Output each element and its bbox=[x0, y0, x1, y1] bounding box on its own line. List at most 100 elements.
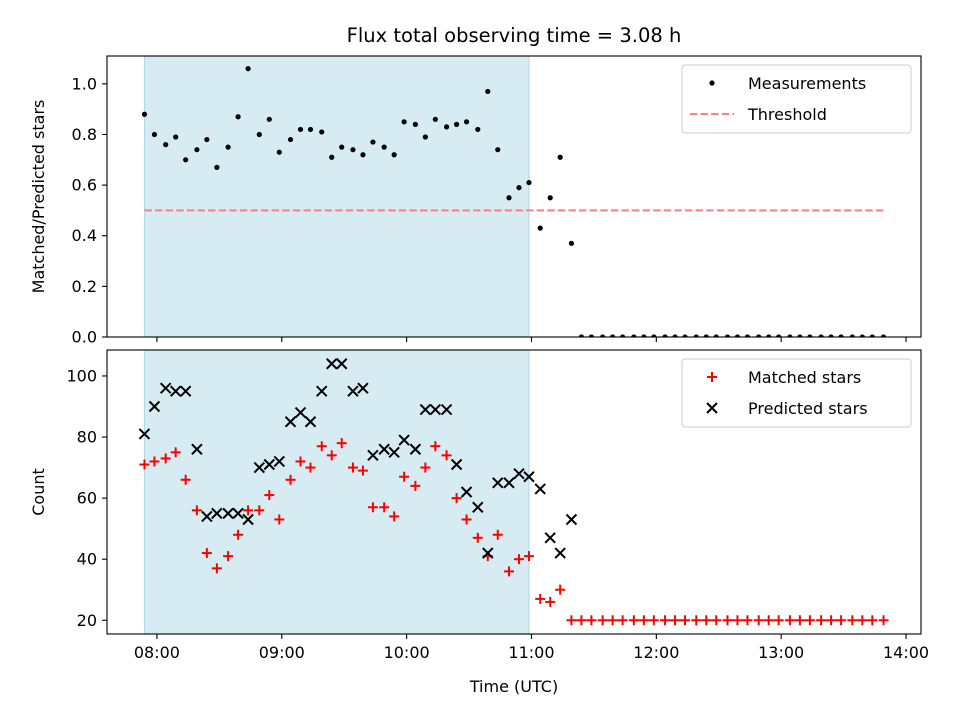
measurement-point bbox=[391, 152, 397, 158]
measurement-point bbox=[568, 240, 575, 246]
matched-star-point bbox=[660, 615, 671, 626]
x-diag-b bbox=[263, 458, 276, 471]
measurement-point bbox=[838, 334, 844, 337]
matched-star-point bbox=[223, 551, 234, 562]
measurement-point bbox=[713, 334, 719, 337]
measurement-point bbox=[724, 334, 731, 337]
measurement-point bbox=[557, 154, 563, 160]
legend-matched-marker bbox=[707, 372, 717, 382]
axes-frame bbox=[106, 55, 922, 338]
measurement-point bbox=[537, 225, 543, 231]
matched-star-point bbox=[742, 615, 753, 626]
measurement-point bbox=[578, 334, 585, 337]
matched-star-point bbox=[638, 615, 649, 626]
measurement-point bbox=[485, 88, 491, 95]
x-tick-label: 11:00 bbox=[508, 643, 554, 662]
predicted-star-point bbox=[398, 434, 410, 446]
x-diag-b bbox=[284, 416, 297, 428]
y-axis-label: Count bbox=[29, 468, 48, 516]
measurement-point bbox=[641, 334, 647, 337]
measurement-point bbox=[506, 195, 512, 201]
measurement-point bbox=[651, 334, 657, 337]
predicted-star-point bbox=[179, 385, 192, 397]
matched-star-point bbox=[139, 459, 150, 470]
measurement-point bbox=[225, 144, 231, 150]
x-tick-label: 09:00 bbox=[259, 643, 305, 662]
matched-star-point bbox=[367, 502, 378, 513]
predicted-star-point bbox=[450, 458, 463, 471]
matched-star-point bbox=[149, 456, 160, 467]
y-tick-label: 0.2 bbox=[72, 277, 97, 296]
x-diag-b bbox=[409, 443, 422, 455]
predicted-star-point bbox=[378, 443, 390, 455]
matched-star-point bbox=[722, 615, 733, 626]
measurement-point bbox=[173, 134, 179, 140]
matched-star-point bbox=[347, 462, 358, 473]
matched-star-point bbox=[379, 502, 390, 513]
x-diag-b bbox=[544, 532, 556, 544]
x-tick-label: 10:00 bbox=[384, 643, 430, 662]
measurement-point bbox=[766, 334, 772, 337]
measurement-point bbox=[194, 147, 200, 153]
measurement-point bbox=[495, 147, 501, 153]
predicted-star-point bbox=[565, 513, 578, 526]
measurement-point bbox=[526, 179, 532, 186]
matched-star-point bbox=[555, 584, 566, 595]
x-diag-b bbox=[388, 446, 400, 459]
matched-star-point bbox=[430, 441, 441, 452]
measurement-point bbox=[703, 334, 709, 337]
matched-star-point bbox=[523, 551, 534, 562]
matched-star-point bbox=[441, 450, 452, 461]
x-diag-b bbox=[179, 385, 192, 397]
measurement-point bbox=[787, 334, 793, 337]
measurement-point bbox=[339, 144, 345, 150]
legend-predicted-marker bbox=[706, 402, 718, 414]
matched-star-point bbox=[794, 615, 805, 626]
measurement-point bbox=[287, 136, 294, 143]
measurement-point bbox=[631, 334, 637, 337]
x-diag-b bbox=[450, 458, 463, 471]
x-diag-b bbox=[367, 449, 379, 462]
y-tick-label: 60 bbox=[77, 489, 97, 508]
x-tick-label: 13:00 bbox=[758, 643, 804, 662]
predicted-star-point bbox=[273, 455, 285, 468]
measurement-point bbox=[869, 334, 875, 337]
matched-star-point bbox=[711, 615, 722, 626]
measurement-point bbox=[412, 121, 418, 127]
predicted-star-point bbox=[263, 458, 276, 471]
top-panel: 0.0 0.2 0.4 0.6 0.8 1.0 Matched/Predicted star… bbox=[29, 55, 922, 347]
matched-star-point bbox=[680, 615, 691, 626]
measurement-point bbox=[360, 152, 366, 158]
matched-star-point bbox=[243, 505, 254, 516]
x-diag-b bbox=[138, 428, 151, 440]
measurement-point bbox=[516, 185, 522, 191]
plot-area bbox=[141, 56, 887, 337]
predicted-star-point bbox=[242, 513, 254, 526]
predicted-star-point bbox=[294, 406, 307, 419]
x-diag-b bbox=[419, 403, 432, 416]
predicted-star-point bbox=[492, 477, 504, 489]
y-tick-label: 80 bbox=[77, 428, 97, 447]
x-diag-b bbox=[706, 402, 718, 414]
matched-star-point bbox=[295, 456, 306, 467]
matched-star-point bbox=[836, 615, 847, 626]
y-tick-label: 20 bbox=[77, 611, 97, 630]
measurement-point bbox=[381, 144, 387, 150]
x-axis-label: Time (UTC) bbox=[469, 677, 558, 696]
measurement-point bbox=[672, 334, 678, 337]
matched-star-point bbox=[513, 554, 524, 565]
measurement-point bbox=[307, 126, 314, 133]
measurement-point bbox=[329, 154, 335, 160]
x-diag-b bbox=[482, 547, 494, 559]
measurement-point bbox=[693, 334, 699, 337]
predicted-star-point bbox=[523, 471, 535, 483]
legend-measurement-marker bbox=[709, 80, 715, 86]
matched-star-point bbox=[389, 511, 400, 522]
matched-star-point bbox=[617, 615, 628, 626]
matched-star-point bbox=[326, 450, 337, 461]
x-diag-b bbox=[523, 471, 535, 483]
legend: Measurements Threshold bbox=[681, 64, 912, 134]
x-diag-b bbox=[357, 382, 369, 394]
x-diag-b bbox=[347, 385, 359, 397]
